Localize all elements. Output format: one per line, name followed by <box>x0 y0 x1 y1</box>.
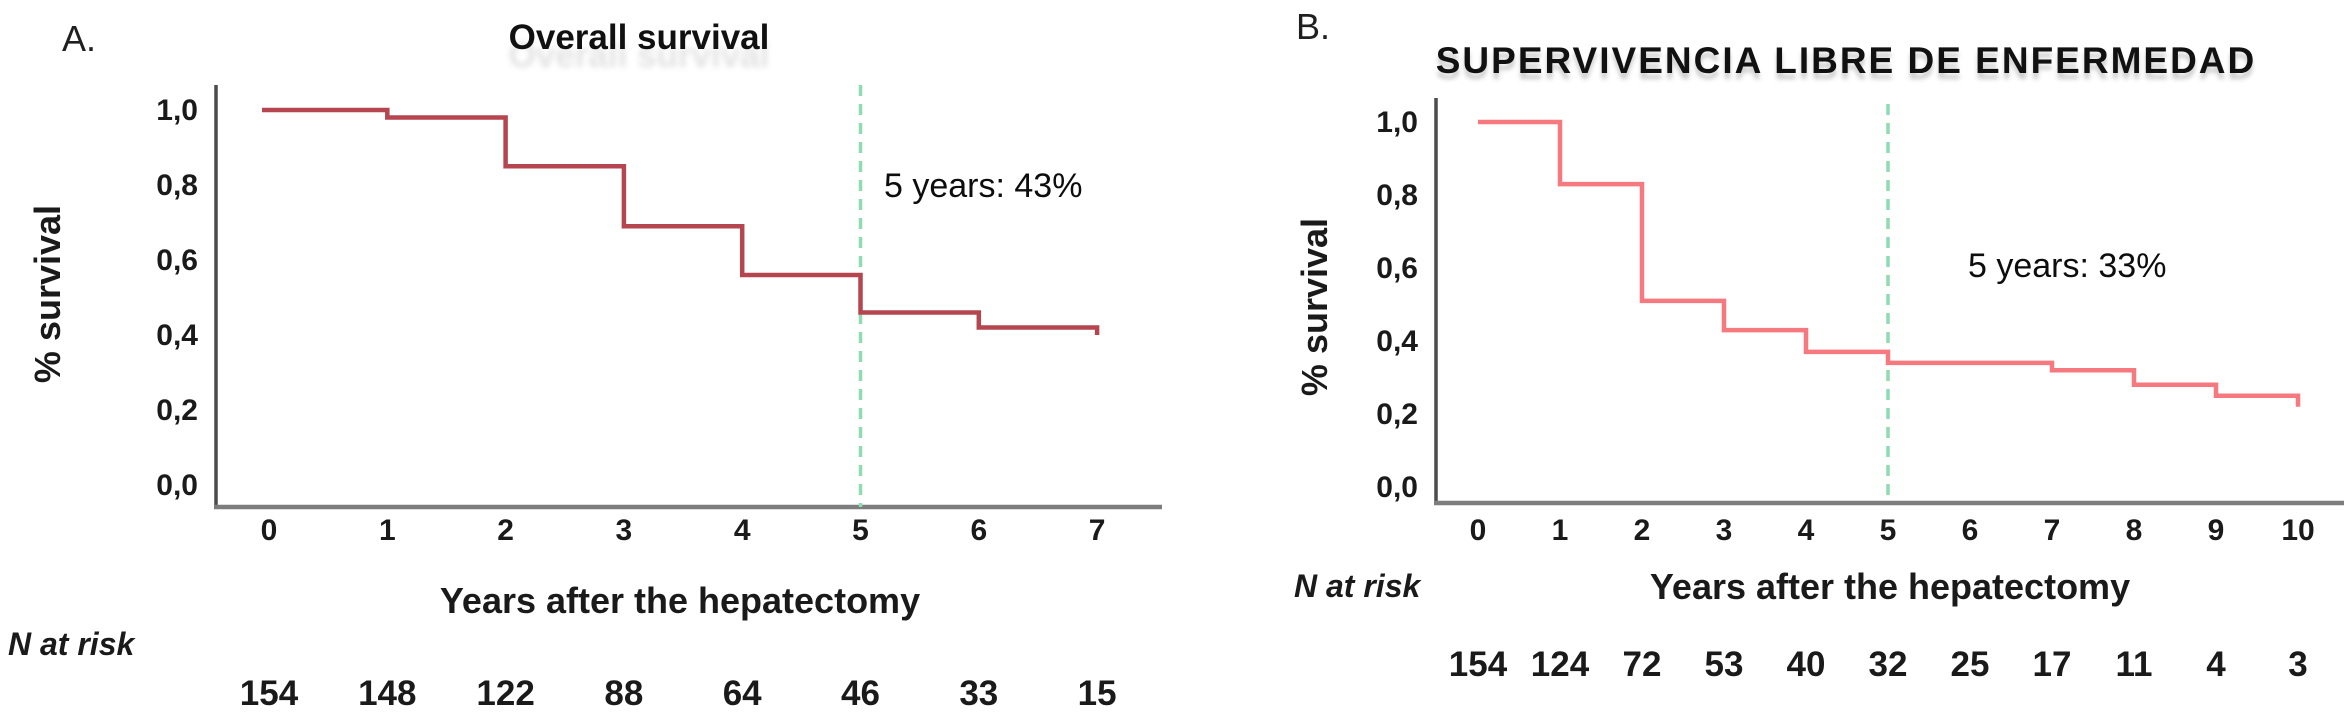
panel-a-y-axis-title: % survival <box>27 204 68 384</box>
panel-a-x-tick-label: 7 <box>1089 514 1106 547</box>
panel-b-five-year-annotation: 5 years: 33% <box>1968 247 2167 285</box>
panel-b-y-axis-title: % survival <box>1294 217 1335 397</box>
panel-a-y-tick-label: 0,8 <box>156 169 198 202</box>
panel-b-x-tick-label: 1 <box>1552 514 1569 547</box>
panel-a-n-at-risk-value: 88 <box>604 674 643 712</box>
panel-a-n-at-risk-value: 15 <box>1078 674 1117 712</box>
panel-b-n-at-risk-label: N at risk <box>1294 568 1421 604</box>
panel-b-y-tick-label: 0,2 <box>1376 398 1418 431</box>
panel-b-n-at-risk-value: 11 <box>2116 645 2153 684</box>
panel-b-y-tick-label: 1,0 <box>1376 106 1418 139</box>
panel-a-label: A. <box>62 18 97 59</box>
panel-a-n-at-risk-label: N at risk <box>8 626 135 662</box>
panel-a-n-at-risk-value: 122 <box>476 674 534 712</box>
panel-b-x-tick-label: 2 <box>1634 514 1651 547</box>
panel-b-n-at-risk-value: 17 <box>2033 645 2072 684</box>
panel-a-x-axis-title: Years after the hepatectomy <box>439 580 921 621</box>
panel-b-y-tick-label: 0,0 <box>1376 471 1418 504</box>
panel-a-n-at-risk-value: 46 <box>841 674 880 712</box>
panel-b-n-at-risk-value: 40 <box>1787 645 1826 684</box>
panel-b-n-at-risk-value: 32 <box>1869 645 1908 684</box>
panel-a-x-tick-label: 6 <box>970 514 987 547</box>
panel-b-x-tick-label: 8 <box>2126 514 2143 547</box>
panel-a-y-tick-label: 0,4 <box>156 319 198 352</box>
panel-a-n-at-risk-value: 154 <box>240 674 299 712</box>
panel-b-x-axis-title: Years after the hepatectomy <box>1649 566 2131 607</box>
panel-b-x-tick-label: 0 <box>1470 514 1487 547</box>
panel-b-n-at-risk-value: 3 <box>2288 645 2307 684</box>
panel-b-x-tick-label: 9 <box>2208 514 2225 547</box>
panel-b-n-at-risk-value: 154 <box>1449 645 1508 684</box>
panel-a-y-tick-label: 0,0 <box>156 469 198 502</box>
panel-b-x-tick-label: 3 <box>1716 514 1733 547</box>
panel-b-x-tick-label: 7 <box>2044 514 2061 547</box>
panel-b-n-at-risk-value: 72 <box>1623 645 1662 684</box>
panel-a-x-tick-label: 0 <box>261 514 278 547</box>
panel-b-n-at-risk-value: 4 <box>2206 645 2226 684</box>
panel-a-x-tick-label: 3 <box>616 514 633 547</box>
panel-a-n-at-risk-value: 64 <box>723 674 762 712</box>
panel-a-title: Overall survival <box>508 18 770 57</box>
panel-a-n-at-risk-value: 33 <box>959 674 998 712</box>
panel-a-y-tick-label: 1,0 <box>156 94 198 127</box>
panel-a-survival-curve <box>262 107 1100 335</box>
panel-a-five-year-annotation: 5 years: 43% <box>884 167 1083 205</box>
panel-b-x-tick-label: 10 <box>2281 514 2314 547</box>
panel-b-x-tick-label: 5 <box>1880 514 1897 547</box>
panel-b-title: SUPERVIVENCIA LIBRE DE ENFERMEDAD <box>1435 40 2257 81</box>
panel-b-x-tick-label: 6 <box>1962 514 1979 547</box>
panel-b-n-at-risk-value: 53 <box>1705 645 1744 684</box>
panel-a-x-tick-label: 2 <box>497 514 514 547</box>
panel-a-y-tick-label: 0,2 <box>156 394 198 427</box>
panel-a-x-tick-label: 4 <box>734 514 751 547</box>
panel-a-y-tick-label: 0,6 <box>156 244 198 277</box>
panel-b-y-tick-label: 0,8 <box>1376 179 1418 212</box>
panel-b-survival-curve <box>1478 119 2301 407</box>
panel-b-label: B. <box>1296 6 1331 47</box>
panel-b-y-tick-label: 0,6 <box>1376 252 1418 285</box>
panel-a-n-at-risk-value: 148 <box>358 674 416 712</box>
panel-a-x-tick-label: 1 <box>379 514 396 547</box>
panel-a-x-tick-label: 5 <box>852 514 869 547</box>
panel-b-x-tick-label: 4 <box>1798 514 1815 547</box>
panel-b-y-tick-label: 0,4 <box>1376 325 1418 358</box>
panel-b-n-at-risk-value: 25 <box>1951 645 1990 684</box>
panel-b-n-at-risk-value: 124 <box>1531 645 1590 684</box>
